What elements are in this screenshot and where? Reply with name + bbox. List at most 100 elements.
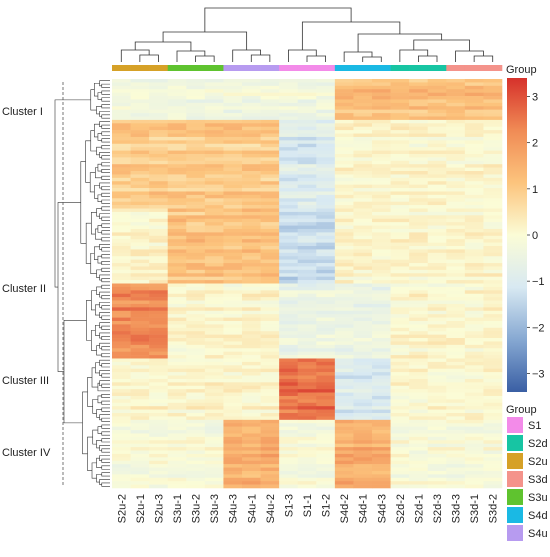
- heatmap-cell: [186, 307, 206, 312]
- heatmap-cell: [353, 89, 373, 93]
- heatmap-cell: [204, 113, 224, 117]
- heatmap-cell: [372, 440, 391, 444]
- heatmap-cell: [112, 126, 131, 131]
- heatmap-cell: [260, 358, 280, 363]
- heatmap-cell: [409, 256, 429, 260]
- heatmap-cell: [242, 232, 261, 237]
- heatmap-cell: [316, 119, 336, 124]
- heatmap-cell: [316, 109, 336, 114]
- heatmap-cell: [204, 443, 224, 448]
- dendrogram-branch: [99, 455, 110, 462]
- heatmap-cell: [204, 140, 224, 145]
- heatmap-cell: [390, 164, 410, 168]
- heatmap-cell: [483, 481, 503, 485]
- dendrogram-branch: [101, 284, 110, 289]
- heatmap-cell: [464, 188, 484, 192]
- heatmap-cell: [464, 283, 484, 288]
- heatmap-cell: [409, 402, 429, 407]
- heatmap-cell: [242, 246, 261, 250]
- heatmap-cell: [130, 123, 150, 128]
- heatmap-cell: [149, 160, 169, 165]
- group-bar-segment: [130, 65, 150, 71]
- heatmap-cell: [260, 324, 280, 329]
- heatmap-cell: [427, 174, 447, 179]
- heatmap-cell: [446, 423, 466, 427]
- heatmap-cell: [186, 423, 206, 427]
- heatmap-cell: [260, 361, 280, 366]
- heatmap-cell: [297, 385, 317, 390]
- heatmap-cell: [390, 232, 410, 237]
- dendrogram-branch: [91, 462, 97, 479]
- heatmap-cell: [427, 358, 447, 363]
- heatmap-cell: [260, 481, 280, 485]
- heatmap-cell: [427, 273, 447, 277]
- heatmap-cell: [223, 102, 243, 107]
- heatmap-cell: [409, 447, 429, 451]
- heatmap-cell: [149, 89, 169, 93]
- heatmap-cell: [297, 467, 317, 472]
- heatmap-cell: [409, 443, 429, 448]
- heatmap-cell: [409, 184, 429, 189]
- heatmap-cell: [242, 157, 261, 162]
- heatmap-cell: [242, 215, 261, 220]
- heatmap-cell: [334, 249, 354, 254]
- heatmap-cell: [334, 331, 354, 335]
- heatmap-cell: [316, 351, 336, 356]
- heatmap-cell: [279, 249, 299, 254]
- heatmap-cell: [112, 327, 131, 332]
- heatmap-cell: [186, 389, 206, 393]
- heatmap-cell: [483, 116, 503, 121]
- heatmap-cell: [223, 123, 243, 128]
- heatmap-cell: [464, 273, 484, 277]
- heatmap-cell: [260, 283, 280, 288]
- heatmap-cell: [446, 481, 466, 485]
- heatmap-cell: [316, 423, 336, 427]
- heatmap-cell: [334, 365, 354, 370]
- heatmap-cell: [223, 484, 243, 489]
- dendrogram-branch: [97, 133, 102, 141]
- heatmap-cell: [334, 416, 354, 421]
- heatmap-cell: [464, 460, 484, 465]
- heatmap-cell: [130, 130, 150, 134]
- heatmap-cell: [372, 85, 391, 90]
- heatmap-cell: [204, 460, 224, 465]
- heatmap-cell: [112, 430, 131, 434]
- heatmap-cell: [297, 375, 317, 380]
- heatmap-cell: [204, 85, 224, 90]
- heatmap-cell: [409, 464, 429, 468]
- heatmap-cell: [427, 119, 447, 124]
- heatmap-cell: [260, 440, 280, 444]
- heatmap-cell: [260, 225, 280, 230]
- heatmap-cell: [130, 266, 150, 271]
- heatmap-cell: [483, 399, 503, 404]
- heatmap-cell: [242, 341, 261, 346]
- heatmap-cell: [372, 181, 391, 185]
- heatmap-cell: [464, 92, 484, 97]
- dendrogram-branch: [95, 167, 102, 179]
- dendrogram-branch: [99, 111, 110, 117]
- heatmap-cell: [316, 324, 336, 329]
- heatmap-cell: [186, 249, 206, 254]
- heatmap-cell: [130, 467, 150, 472]
- heatmap-cell: [130, 447, 150, 451]
- heatmap-cell: [223, 232, 243, 237]
- heatmap-cell: [427, 327, 447, 332]
- heatmap-cell: [130, 433, 150, 438]
- heatmap-cell: [316, 246, 336, 250]
- heatmap-cell: [483, 113, 503, 117]
- heatmap-cell: [390, 470, 410, 475]
- heatmap-cell: [242, 389, 261, 393]
- heatmap-cell: [279, 338, 299, 342]
- heatmap-cell: [223, 191, 243, 196]
- heatmap-cell: [130, 140, 150, 145]
- heatmap-cell: [149, 109, 169, 114]
- dendrogram-branch: [101, 155, 110, 160]
- cluster-label: Cluster I: [2, 106, 43, 118]
- heatmap-cell: [297, 341, 317, 346]
- heatmap-cell: [353, 368, 373, 373]
- heatmap-cell: [409, 440, 429, 444]
- heatmap-cell: [297, 116, 317, 121]
- heatmap-cell: [446, 123, 466, 128]
- heatmap-cell: [112, 303, 131, 308]
- heatmap-cell: [242, 481, 261, 485]
